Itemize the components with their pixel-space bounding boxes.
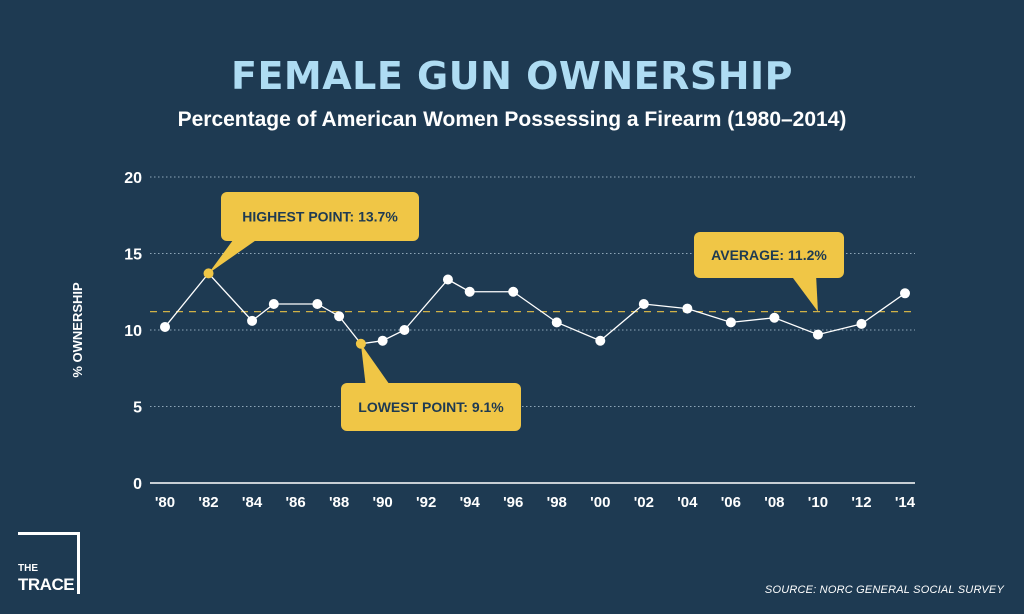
annotation-highest-label: HIGHEST POINT: 13.7% xyxy=(242,209,398,225)
data-point xyxy=(812,329,823,340)
data-point xyxy=(682,303,693,314)
x-tick-label: '86 xyxy=(285,494,305,511)
x-tick-label: '00 xyxy=(590,494,610,511)
annotation-average-label: AVERAGE: 11.2% xyxy=(711,247,827,263)
data-point xyxy=(595,335,606,346)
y-tick-label: 10 xyxy=(124,323,142,340)
logo-the-text: THE xyxy=(18,563,38,574)
x-tick-label: '96 xyxy=(503,494,523,511)
annotation-average: AVERAGE: 11.2% xyxy=(694,232,844,312)
chart-title: FEMALE GUN OWNERSHIP xyxy=(230,54,794,98)
logo-trace-text: TRACE xyxy=(18,575,75,594)
y-tick-label: 0 xyxy=(133,476,142,493)
data-point xyxy=(508,286,519,297)
data-point xyxy=(769,312,780,323)
x-tick-label: '98 xyxy=(547,494,567,511)
data-point xyxy=(856,318,867,329)
x-tick-label: '14 xyxy=(895,494,916,511)
x-tick-label: '10 xyxy=(808,494,828,511)
data-point xyxy=(312,298,323,309)
data-point xyxy=(247,315,258,326)
x-tick-label: '06 xyxy=(721,494,741,511)
annotation-average-pointer xyxy=(790,274,818,312)
x-tick-label: '84 xyxy=(242,494,263,511)
y-axis-label: % OWNERSHIP xyxy=(70,282,85,378)
x-tick-label: '94 xyxy=(460,494,481,511)
data-point xyxy=(399,325,410,335)
x-tick-label: '92 xyxy=(416,494,436,511)
annotation-lowest-label: LOWEST POINT: 9.1% xyxy=(358,399,504,415)
chart-subtitle: Percentage of American Women Possessing … xyxy=(177,108,847,131)
x-tick-label: '02 xyxy=(634,494,654,511)
y-tick-label: 5 xyxy=(133,400,142,417)
annotation-lowest-box xyxy=(341,383,521,431)
data-point xyxy=(551,317,562,328)
data-point xyxy=(638,298,649,309)
logo-frame xyxy=(18,532,80,594)
data-point xyxy=(334,311,345,322)
source-note: SOURCE: NORC GENERAL SOCIAL SURVEY xyxy=(764,584,1004,596)
x-tick-label: '88 xyxy=(329,494,349,511)
annotation-average-box xyxy=(694,232,844,278)
data-point xyxy=(442,274,453,285)
annotation-lowest: LOWEST POINT: 9.1% xyxy=(341,343,521,431)
data-point xyxy=(268,298,279,309)
data-point xyxy=(464,286,475,297)
x-tick-label: '80 xyxy=(155,494,175,511)
highlight-data-point xyxy=(203,268,214,279)
data-point xyxy=(900,288,910,299)
annotation-highest-pointer xyxy=(208,236,262,274)
data-point xyxy=(160,321,170,332)
data-point xyxy=(377,335,388,346)
highlight-data-point xyxy=(355,338,366,349)
x-tick-label: '90 xyxy=(373,494,393,511)
data-point xyxy=(725,317,736,328)
annotation-highest: HIGHEST POINT: 13.7% xyxy=(208,192,419,274)
series-line xyxy=(164,272,906,345)
x-tick-label: '12 xyxy=(851,494,871,511)
annotation-highest-box xyxy=(221,192,419,241)
annotation-lowest-pointer xyxy=(360,343,392,388)
x-tick-label: '08 xyxy=(764,494,784,511)
x-tick-label: '04 xyxy=(677,494,698,511)
x-tick-label: '82 xyxy=(198,494,218,511)
y-tick-label: 15 xyxy=(124,247,142,264)
y-tick-label: 20 xyxy=(124,170,142,187)
the-trace-logo: THE TRACE xyxy=(18,532,84,598)
